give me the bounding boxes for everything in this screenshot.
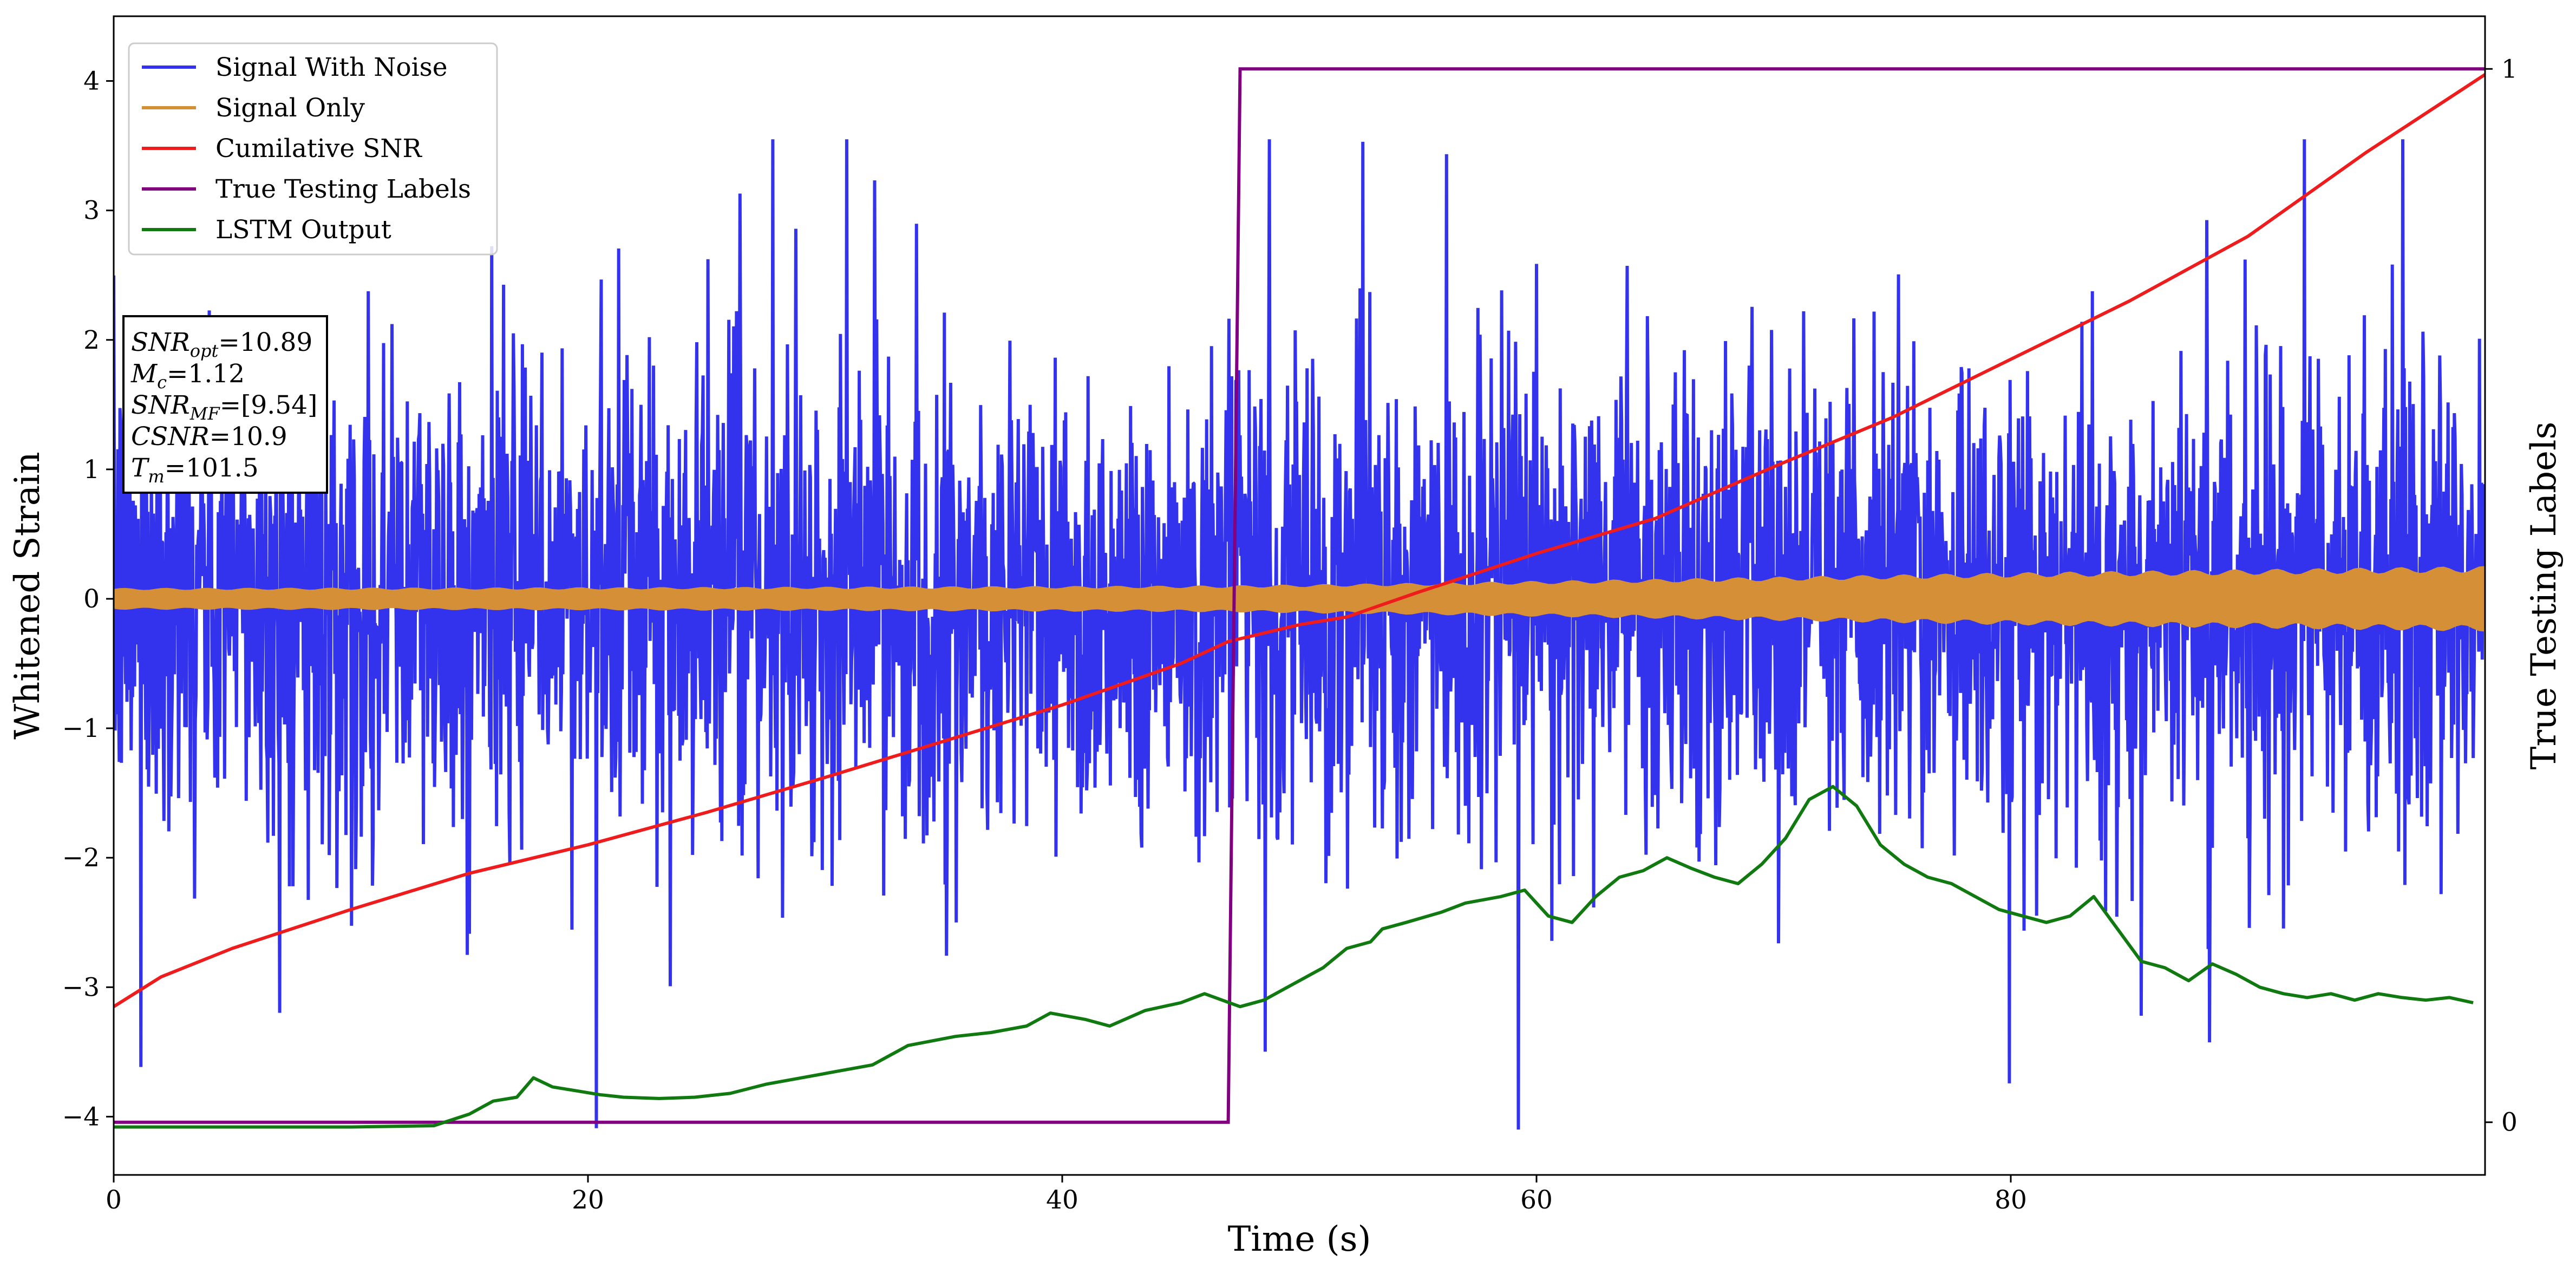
- y-tick-label: −3: [62, 972, 100, 1002]
- y-tick-label: 1: [83, 455, 100, 485]
- series-true-testing-labels: [114, 67, 2485, 1124]
- y-tick-label: −2: [62, 843, 100, 873]
- legend-label: LSTM Output: [215, 215, 391, 245]
- series-cumulative-snr: [114, 73, 2485, 1008]
- x-axis-ticks: 0 20 40 60 80: [106, 1175, 2027, 1215]
- legend-label: Signal With Noise: [215, 53, 448, 82]
- y-tick-label: 2: [83, 325, 100, 355]
- series-signal-with-noise: [114, 139, 2485, 1130]
- y-axis-title: Whitened Strain: [8, 452, 48, 739]
- info-line: Mc=1.12: [130, 359, 245, 393]
- x-tick-label: 20: [572, 1185, 604, 1215]
- y2-axis-ticks: 01: [2485, 54, 2518, 1138]
- legend-box: [128, 42, 498, 256]
- legend-label: Cumilative SNR: [215, 134, 422, 164]
- info-box-frame: [122, 315, 328, 494]
- series-lstm-output: [114, 785, 2474, 1129]
- y-axis-ticks: −4 −3 −2 −1 0 1 2 3 4: [62, 67, 114, 1132]
- x-tick-label: 60: [1520, 1185, 1553, 1215]
- x-tick-label: 80: [1995, 1185, 2027, 1215]
- y2-tick-label: 1: [2501, 54, 2518, 84]
- plot-frame: [113, 15, 2486, 1176]
- y-tick-label: 3: [83, 196, 100, 226]
- info-line: SNRMF=[9.54]: [131, 390, 317, 424]
- y-tick-label: 4: [83, 67, 100, 96]
- info-line: CSNR=10.9: [131, 422, 287, 452]
- info-line: SNRopt=10.89: [131, 328, 312, 361]
- legend-label: True Testing Labels: [215, 174, 471, 204]
- y-tick-label: −4: [62, 1102, 100, 1132]
- legend: Signal With Noise Signal Only Cumilative S…: [128, 42, 498, 256]
- x-tick-label: 0: [106, 1185, 122, 1215]
- series-layer: [114, 67, 2485, 1130]
- y-tick-label: −1: [62, 714, 100, 743]
- x-axis-title: Time (s): [1228, 1219, 1371, 1259]
- info-box: SNRopt=10.89Mc=1.12SNRMF=[9.54]CSNR=10.9…: [122, 315, 328, 494]
- info-line: Tm=101.5: [131, 453, 259, 487]
- y2-axis-title: True Testing Labels: [2524, 422, 2564, 770]
- x-tick-label: 40: [1046, 1185, 1078, 1215]
- y2-tick-label: 0: [2501, 1108, 2518, 1138]
- y-tick-label: 0: [83, 584, 100, 614]
- series-signal-only: [114, 566, 2485, 632]
- legend-label: Signal Only: [215, 93, 365, 123]
